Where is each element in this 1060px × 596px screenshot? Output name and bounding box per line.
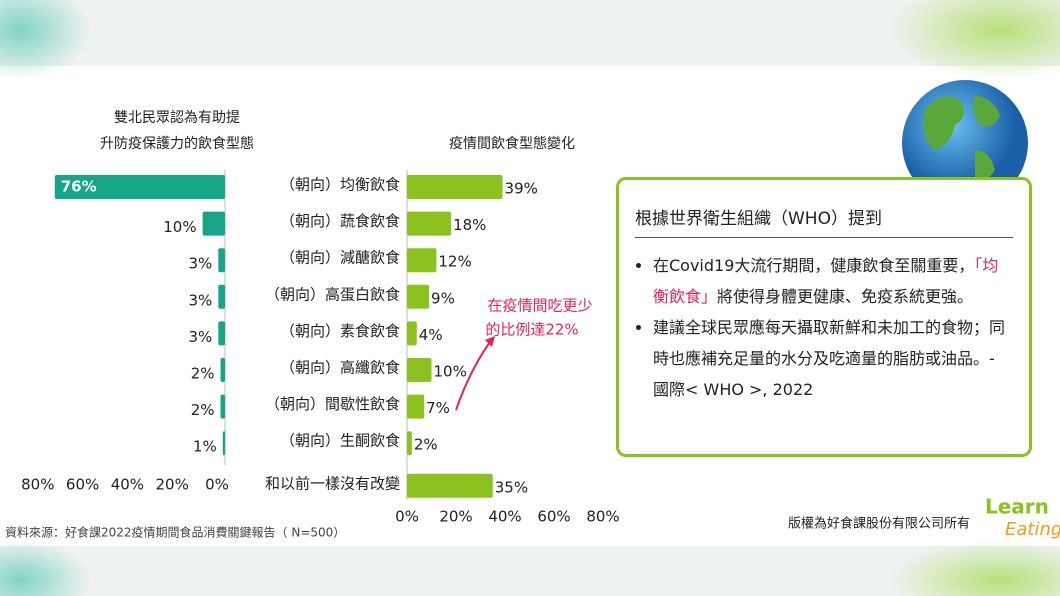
bar <box>407 211 452 236</box>
value-label: 2% <box>191 401 215 419</box>
bottom-band <box>0 546 1060 596</box>
text: 將使得身體更健康、免疫系統更強。 <box>717 287 974 306</box>
x-tick-label: 20% <box>439 508 472 526</box>
text: 在Covid19大流行期間，健康飲食至關重要， <box>653 256 975 275</box>
copyright: 版權為好食課股份有限公司所有 <box>788 516 970 532</box>
annotation: 在疫情間吃更少 <box>487 297 592 315</box>
bar <box>222 431 225 456</box>
highlight: 「均衡飲食」 <box>653 256 999 306</box>
logo: Learn <box>985 495 1049 519</box>
logo: Eating <box>1005 519 1060 540</box>
blur <box>0 540 90 596</box>
value-label: 9% <box>431 289 455 307</box>
chart-title: 疫情間飲食型態變化 <box>449 135 575 152</box>
annotation: 的比例達22% <box>485 321 578 339</box>
category-label: 和以前一樣沒有改變 <box>265 474 400 492</box>
blur <box>890 540 1060 596</box>
x-tick-label: 80% <box>21 476 54 494</box>
annotation-arrow <box>455 341 491 411</box>
x-tick-label: 80% <box>586 508 619 526</box>
bar <box>407 431 412 456</box>
bar <box>220 394 225 419</box>
category-label: （朝向）蔬食飲食 <box>280 212 400 230</box>
chart-title: 升防疫保護力的飲食型態 <box>100 135 254 152</box>
bar <box>407 248 437 273</box>
category-label: （朝向）生酮飲食 <box>280 432 400 450</box>
x-tick-label: 60% <box>66 476 99 494</box>
bar <box>407 473 493 498</box>
value-label: 3% <box>188 255 212 273</box>
value-label: 4% <box>419 326 443 344</box>
category-label: （朝向）間歇性飲食 <box>265 395 400 413</box>
annotation-arrowhead <box>485 336 495 347</box>
bar <box>407 284 430 309</box>
globe-land <box>923 95 1000 182</box>
x-tick-label: 20% <box>156 476 189 494</box>
value-label: 2% <box>414 436 438 454</box>
value-label: 39% <box>505 180 538 198</box>
category-label: （朝向）均衡飲食 <box>280 176 400 194</box>
bar <box>407 394 425 419</box>
value-label: 7% <box>426 399 450 417</box>
value-label: 3% <box>188 328 212 346</box>
info-panel: 根據世界衛生組織（WHO）提到 在Covid19大流行期間，健康飲食至關重要，「… <box>616 177 1032 457</box>
top-band <box>0 0 1060 66</box>
source: 資料來源：好食課2022疫情期間食品消費關鍵報告（ N=500） <box>5 525 345 540</box>
category-label: （朝向）高蛋白飲食 <box>265 285 400 303</box>
value-label: 18% <box>453 216 486 234</box>
bar <box>202 211 225 236</box>
x-tick-label: 0% <box>395 508 419 526</box>
value-label: 1% <box>193 438 217 456</box>
category-label: （朝向）素食飲食 <box>280 322 400 340</box>
value-label: 10% <box>434 363 467 381</box>
bullet: 建議全球民眾應每天攝取新鮮和未加工的食物；同時也應補充足量的水分及吃適量的脂肪或… <box>653 312 1013 405</box>
value-label: 12% <box>438 253 471 271</box>
bar <box>218 284 225 309</box>
x-tick-label: 60% <box>537 508 570 526</box>
x-tick-label: 40% <box>488 508 521 526</box>
blur <box>0 0 90 80</box>
bar <box>407 358 432 382</box>
text: 建議全球民眾應每天攝取新鮮和未加工的食物；同時也應補充足量的水分及吃適量的脂肪或… <box>653 318 1006 399</box>
bar <box>407 175 503 199</box>
value-label: 35% <box>495 478 528 496</box>
bar <box>218 321 225 346</box>
value-label: 3% <box>188 291 212 309</box>
bar <box>407 321 417 346</box>
x-tick-label: 0% <box>205 476 229 494</box>
bullet-list: 在Covid19大流行期間，健康飲食至關重要，「均衡飲食」將使得身體更健康、免疫… <box>635 250 1013 405</box>
x-tick-label: 40% <box>111 476 144 494</box>
bullet: 在Covid19大流行期間，健康飲食至關重要，「均衡飲食」將使得身體更健康、免疫… <box>653 250 1013 312</box>
bar <box>220 358 225 382</box>
value-label: 10% <box>163 218 196 236</box>
chart-title: 雙北民眾認為有助提 <box>114 110 240 126</box>
category-label: （朝向）高纖飲食 <box>280 359 400 377</box>
value-label: 76% <box>61 178 97 196</box>
bar <box>218 248 225 273</box>
blur <box>890 0 1060 80</box>
category-label: （朝向）減醣飲食 <box>280 249 400 267</box>
panel-heading: 根據世界衛生組織（WHO）提到 <box>635 204 1013 238</box>
bar <box>54 175 226 199</box>
value-label: 2% <box>191 365 215 383</box>
